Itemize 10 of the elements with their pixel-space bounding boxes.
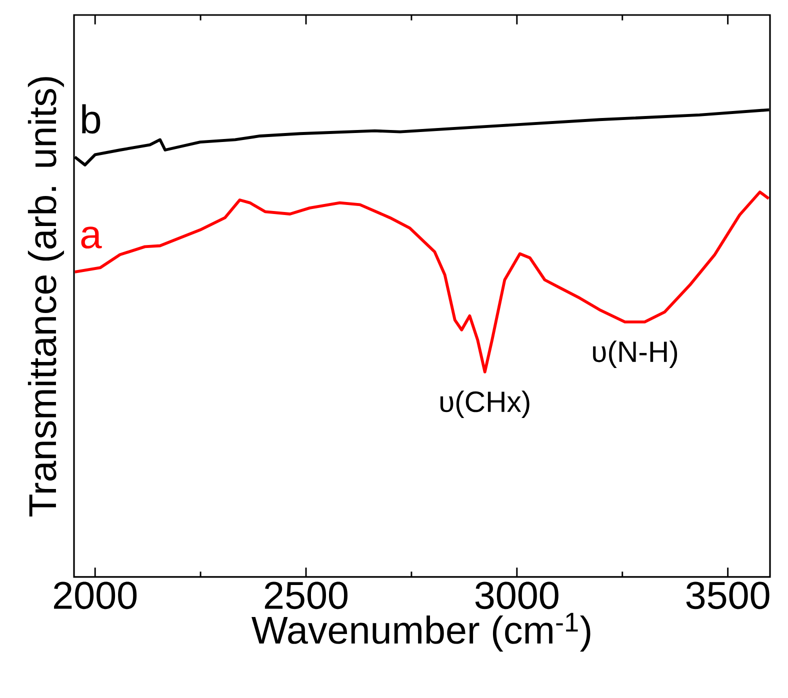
annotation: υ(N-H) bbox=[593, 340, 678, 368]
x-tick-label: 3500 bbox=[686, 582, 770, 610]
series-label: a bbox=[81, 226, 102, 249]
y-axis-title: Transmittance (arb. units) bbox=[28, 77, 64, 516]
annotation: υ(CHx) bbox=[440, 390, 530, 418]
x-tick-label: 2500 bbox=[264, 582, 348, 610]
x-tick-label: 3000 bbox=[475, 582, 558, 610]
x-axis-title: Wavenumber (cm$^{-1}$) bbox=[252, 612, 590, 652]
series-label: b bbox=[82, 104, 100, 134]
x-tick-label: 2000 bbox=[54, 582, 137, 610]
